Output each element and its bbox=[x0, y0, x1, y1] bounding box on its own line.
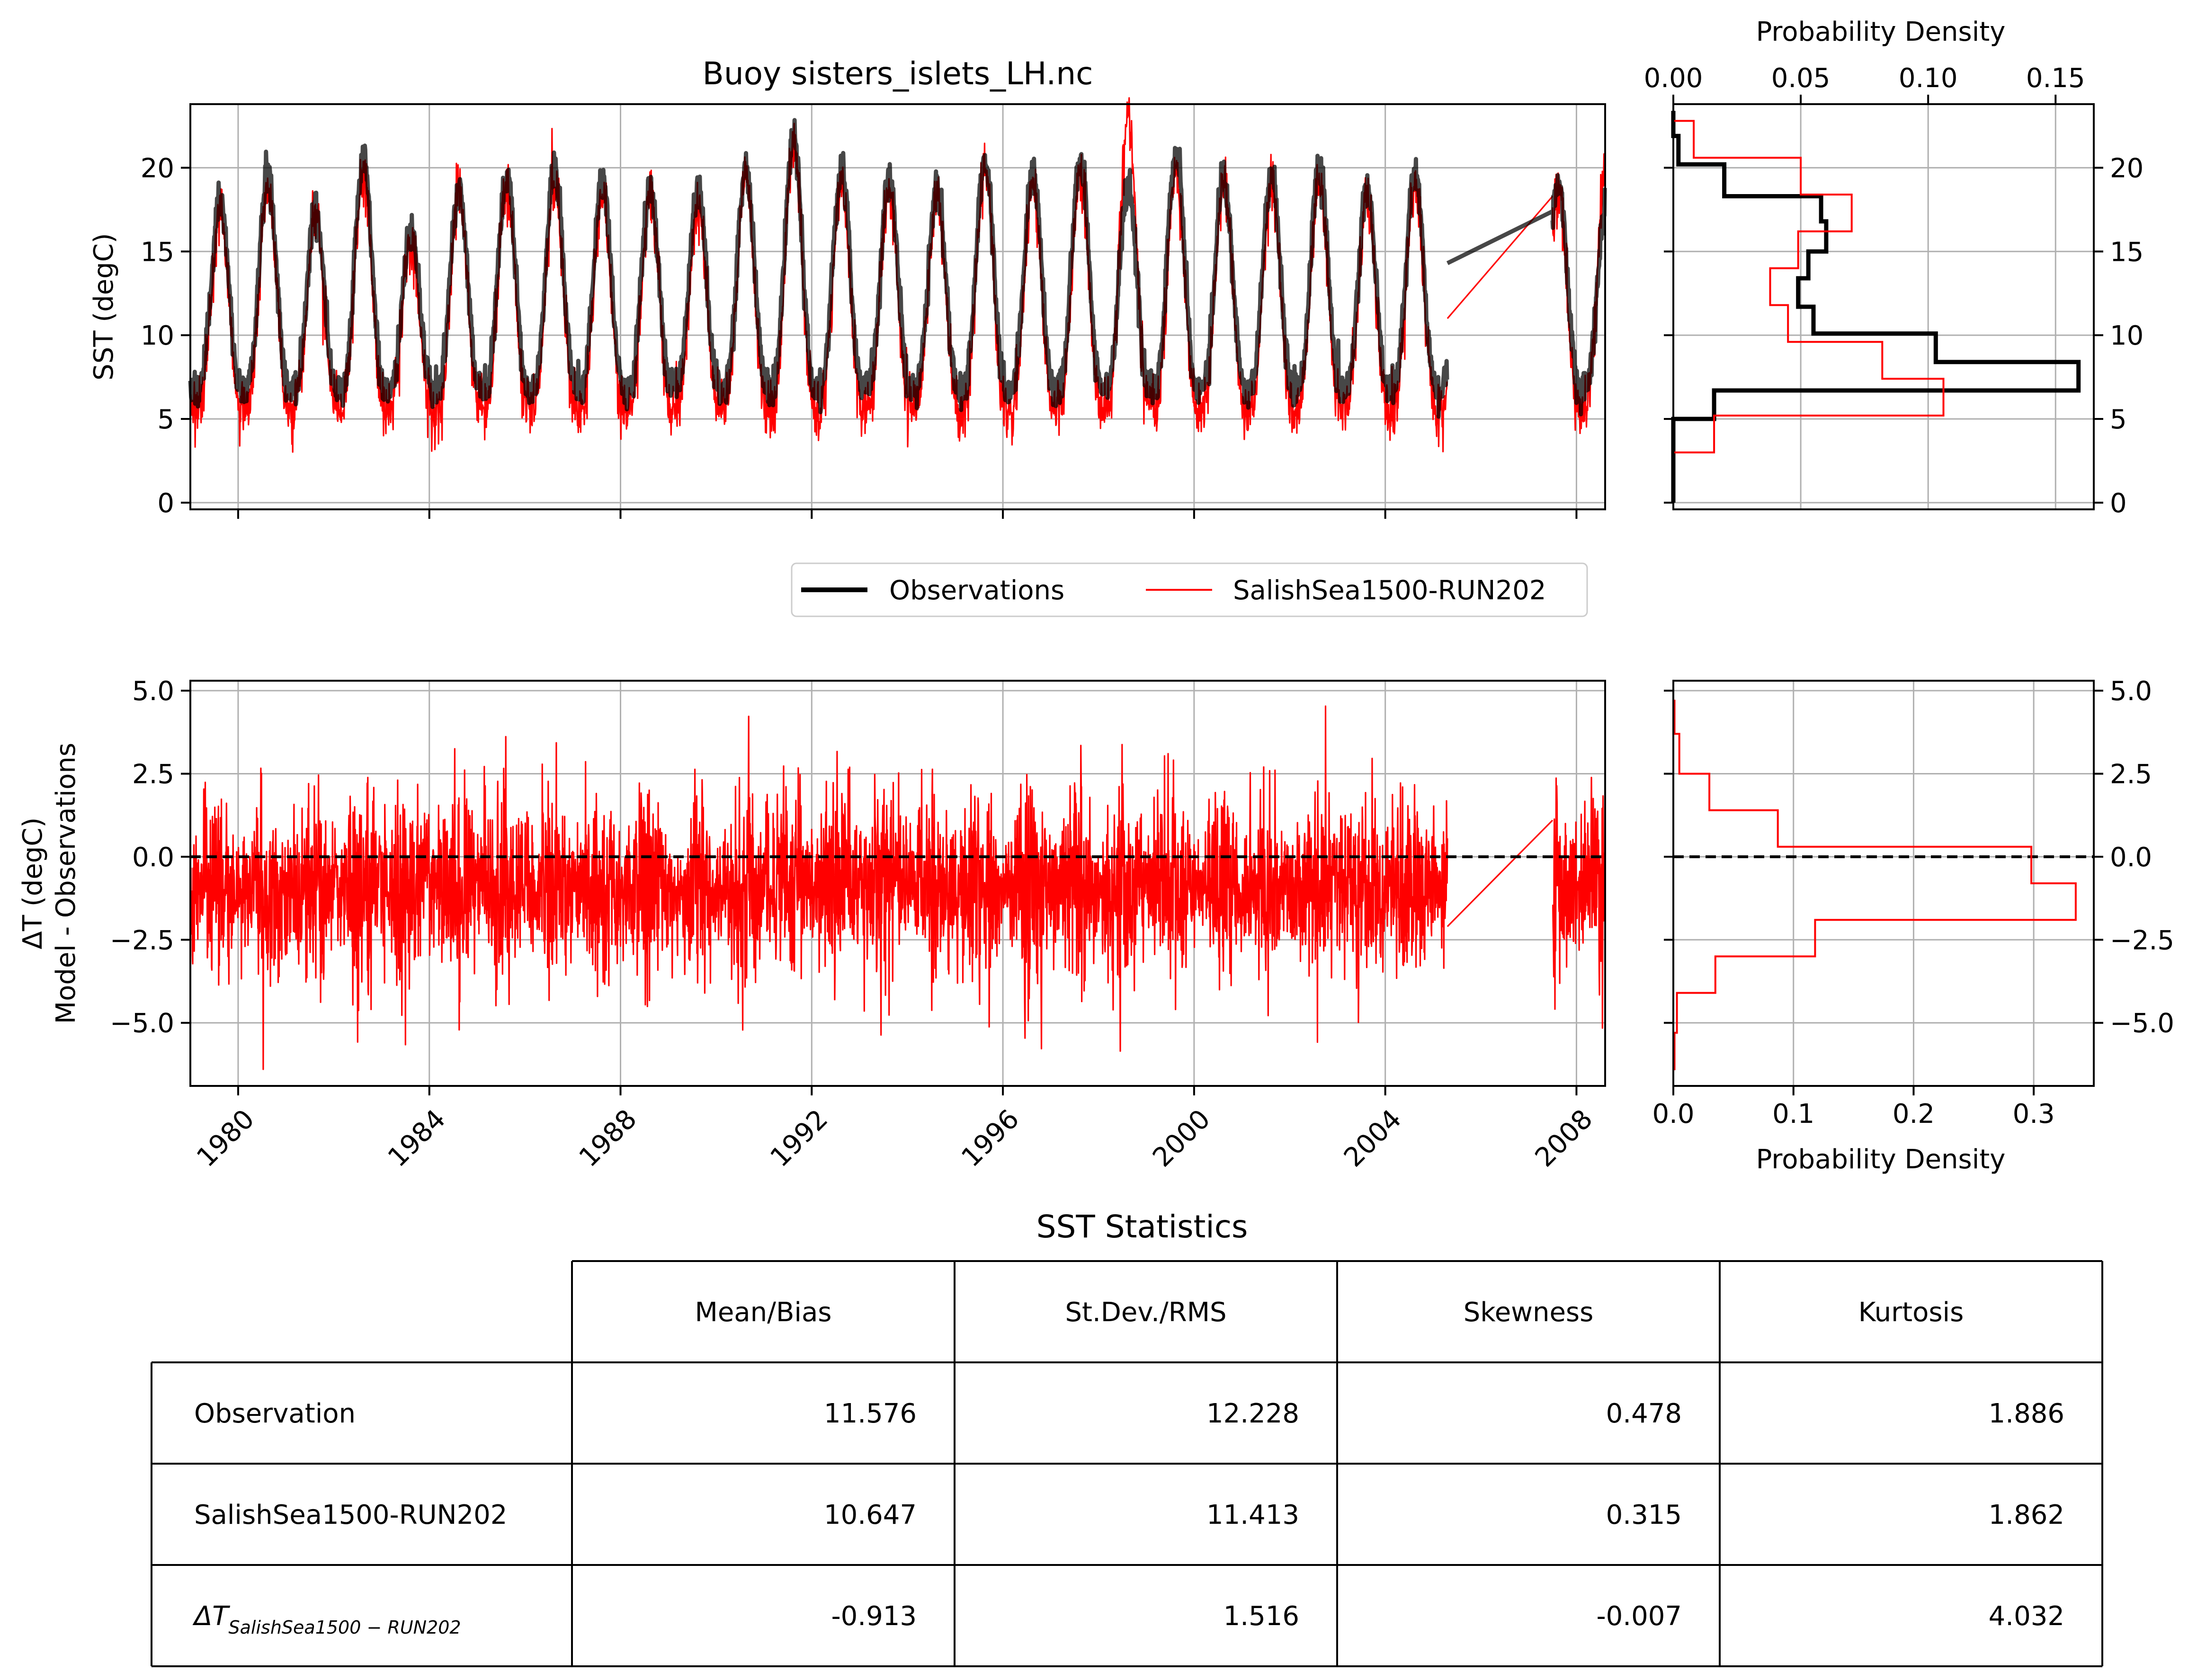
table-column-header: St.Dev./RMS bbox=[1065, 1297, 1226, 1328]
chart-title: Buoy sisters_islets_LH.nc bbox=[703, 55, 1093, 92]
histogram-model bbox=[1672, 120, 1945, 489]
table-cell-value: 1.516 bbox=[1224, 1601, 1299, 1632]
table-column-header: Mean/Bias bbox=[695, 1297, 832, 1328]
table-row-label: Observation bbox=[194, 1398, 356, 1429]
y-tick-label: 5.0 bbox=[2110, 676, 2152, 707]
axes-frame bbox=[189, 103, 1606, 510]
series-line-model bbox=[189, 705, 1606, 1070]
y-tick-label: 5 bbox=[157, 404, 174, 435]
delta-timeseries-panel: ΔT (degC) Model - Observations 1980 1984 1… bbox=[18, 676, 1606, 1173]
axes-frame bbox=[1672, 680, 2095, 1087]
y-tick-label: 15 bbox=[141, 237, 174, 267]
delta-t-symbol: ΔT bbox=[192, 1601, 230, 1632]
delta-histogram-panel: Probability Density 0.0 0.1 0.2 0.3 −5.0 −2.5… bbox=[1652, 676, 2174, 1175]
table-cell-value: 11.413 bbox=[1206, 1500, 1299, 1530]
x-tick-label: 1992 bbox=[765, 1103, 834, 1173]
y-axis-label: ΔT (degC) bbox=[18, 818, 48, 950]
y-axis-label: SST (degC) bbox=[89, 233, 119, 380]
x-axis-label: Probability Density bbox=[1756, 1144, 2006, 1175]
x-tick-label: 1984 bbox=[382, 1103, 452, 1173]
y-tick-label: 20 bbox=[2110, 153, 2143, 184]
x-tick-label: 0.10 bbox=[1899, 63, 1958, 94]
y-tick-label: −2.5 bbox=[110, 925, 174, 956]
axes-frame bbox=[189, 680, 1606, 1087]
y-tick-label: 0.0 bbox=[132, 842, 174, 873]
y-tick-label: 10 bbox=[141, 320, 174, 351]
table-cells: Mean/Bias St.Dev./RMS Skewness Kurtosis Obse… bbox=[192, 1297, 2064, 1638]
x-tick-label: 1996 bbox=[956, 1103, 1025, 1173]
table-column-header: Kurtosis bbox=[1858, 1297, 1964, 1328]
plot-area bbox=[1671, 111, 2081, 503]
x-tick-label: 0.2 bbox=[1893, 1099, 1935, 1129]
stats-table: SST Statistics Mean/Bias St.Dev./RMS Skewn… bbox=[151, 1209, 2103, 1667]
table-cell-value: 1.862 bbox=[1989, 1500, 2064, 1530]
y-tick-label: −5.0 bbox=[110, 1008, 174, 1039]
y-tick-label: 2.5 bbox=[2110, 759, 2152, 790]
x-tick-label: 0.00 bbox=[1644, 63, 1703, 94]
table-column-header: Skewness bbox=[1464, 1297, 1594, 1328]
table-cell-value: 0.478 bbox=[1606, 1398, 1682, 1429]
y-tick-label: 20 bbox=[141, 153, 174, 184]
grid-lines bbox=[1672, 104, 2094, 509]
axes-frame bbox=[1672, 103, 2095, 510]
legend: Observations SalishSea1500-RUN202 bbox=[791, 562, 1588, 617]
tick-marks: 0 5 10 15 20 bbox=[141, 153, 1578, 519]
plot-area bbox=[189, 705, 1606, 1070]
y-tick-label: 5 bbox=[2110, 404, 2127, 435]
y-tick-label: −5.0 bbox=[2110, 1008, 2174, 1039]
series-line-observations bbox=[188, 118, 1607, 419]
sst-timeseries-panel: Buoy sisters_islets_LH.nc SST (degC) 0 5 1… bbox=[89, 55, 1607, 519]
x-tick-label: 0.1 bbox=[1772, 1099, 1814, 1129]
table-row-label: ΔTSalishSea1500 − RUN202 bbox=[192, 1601, 461, 1638]
histogram-model bbox=[1673, 700, 2077, 1070]
x-tick-label: 2004 bbox=[1338, 1103, 1408, 1173]
x-tick-label: 0.05 bbox=[1771, 63, 1831, 94]
legend-label-observations: Observations bbox=[889, 575, 1064, 606]
table-cell-value: 0.315 bbox=[1606, 1500, 1682, 1530]
y-tick-label: 0.0 bbox=[2110, 842, 2152, 873]
delta-t-subscript: SalishSea1500 − RUN202 bbox=[229, 1617, 461, 1638]
table-cell-value: 1.886 bbox=[1989, 1398, 2064, 1429]
y-tick-label: 10 bbox=[2110, 320, 2143, 351]
x-axis-label: Probability Density bbox=[1756, 17, 2006, 47]
x-tick-label: 0.3 bbox=[2013, 1099, 2055, 1129]
y-axis-label-secondary: Model - Observations bbox=[51, 743, 81, 1024]
grid-lines bbox=[190, 104, 1605, 509]
sst-histogram-panel: Probability Density 0.00 0.05 0.10 0.15 0 5 10… bbox=[1644, 17, 2144, 519]
y-tick-label: 2.5 bbox=[132, 759, 174, 790]
histogram-observations bbox=[1671, 111, 2081, 503]
table-title: SST Statistics bbox=[1036, 1209, 1248, 1245]
plot-area bbox=[1673, 700, 2094, 1070]
table-cell-value: 10.647 bbox=[824, 1500, 917, 1530]
tick-marks: 0.0 0.1 0.2 0.3 −5.0 −2.5 0.0 2.5 5.0 bbox=[1652, 676, 2174, 1129]
table-cell-value: 12.228 bbox=[1206, 1398, 1299, 1429]
table-cell-value: -0.007 bbox=[1596, 1601, 1682, 1632]
y-tick-label: 15 bbox=[2110, 237, 2143, 267]
y-tick-label: −2.5 bbox=[2110, 925, 2174, 956]
table-cell-value: 11.576 bbox=[824, 1398, 917, 1429]
x-tick-label: 1988 bbox=[573, 1103, 643, 1173]
tick-marks: 0.00 0.05 0.10 0.15 0 5 10 15 20 bbox=[1644, 63, 2144, 519]
y-tick-label: 0 bbox=[157, 488, 174, 519]
plot-area bbox=[188, 97, 1607, 453]
x-tick-label: 2000 bbox=[1147, 1103, 1216, 1173]
x-tick-label: 0.15 bbox=[2026, 63, 2085, 94]
x-tick-label: 2008 bbox=[1529, 1103, 1599, 1173]
table-grid bbox=[151, 1260, 2103, 1667]
x-tick-label: 0.0 bbox=[1652, 1099, 1694, 1129]
x-tick-label: 1980 bbox=[191, 1103, 260, 1173]
table-cell-value: 4.032 bbox=[1989, 1601, 2064, 1632]
y-tick-label: 0 bbox=[2110, 488, 2127, 519]
table-cell-value: -0.913 bbox=[831, 1601, 917, 1632]
table-row-label: SalishSea1500-RUN202 bbox=[194, 1500, 507, 1530]
legend-label-model: SalishSea1500-RUN202 bbox=[1233, 575, 1546, 606]
y-tick-label: 5.0 bbox=[132, 676, 174, 707]
